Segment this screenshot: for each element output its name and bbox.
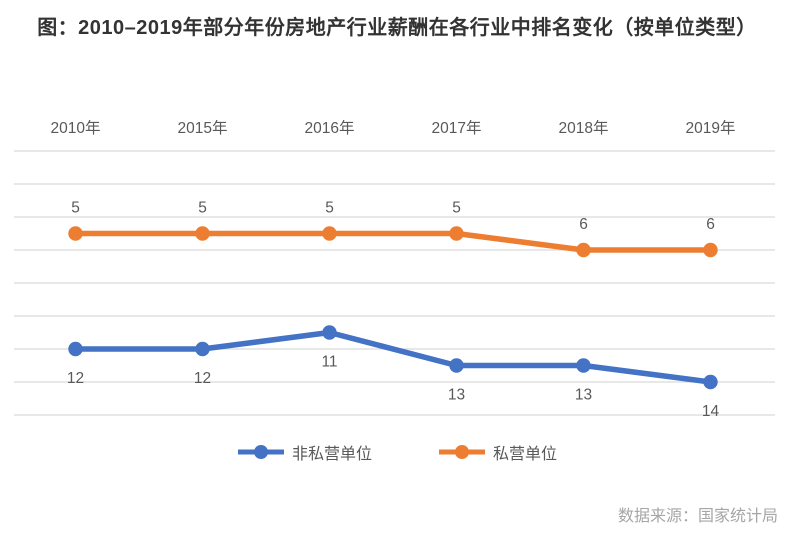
data-point <box>322 226 337 241</box>
data-point <box>195 341 210 357</box>
data-label: 14 <box>702 403 720 420</box>
legend-marker-line-dot-icon <box>237 445 284 459</box>
data-point <box>703 242 718 258</box>
data-label: 5 <box>198 200 207 217</box>
legend-label-non-private: 非私营单位 <box>291 446 372 463</box>
x-axis-label: 2010年 <box>51 119 101 137</box>
data-label: 6 <box>706 216 715 233</box>
data-point <box>68 341 83 357</box>
data-point <box>195 226 210 241</box>
data-label: 13 <box>448 387 465 404</box>
data-point <box>449 226 464 241</box>
data-point <box>449 358 464 373</box>
data-label: 5 <box>325 200 334 217</box>
data-point <box>576 242 591 258</box>
data-source-note: 数据来源：国家统计局 <box>617 508 778 525</box>
data-label: 11 <box>321 354 337 371</box>
legend-marker-line-dot-icon <box>439 445 485 459</box>
x-axis-label: 2017年 <box>432 119 482 137</box>
x-axis-label: 2018年 <box>559 119 609 137</box>
legend-item-non-private: 非私营单位 <box>237 440 372 464</box>
series-line <box>72 329 714 385</box>
chart-title: 图：2010–2019年部分年份房地产行业薪酬在各行业中排名变化（按单位类型） <box>37 17 757 39</box>
data-label: 5 <box>71 200 80 217</box>
data-label: 12 <box>194 370 211 387</box>
data-point <box>68 226 83 241</box>
x-axis-label: 2019年 <box>686 119 736 137</box>
data-point <box>576 358 591 373</box>
legend-label-private: 私营单位 <box>493 446 558 463</box>
data-point <box>703 374 718 390</box>
x-axis-label: 2016年 <box>305 119 355 137</box>
data-label: 5 <box>452 200 461 217</box>
series-line <box>72 230 714 253</box>
data-label: 6 <box>579 216 588 233</box>
x-axis-label: 2015年 <box>178 119 228 137</box>
legend-item-private: 私营单位 <box>438 440 557 464</box>
data-point <box>322 325 337 340</box>
data-label: 13 <box>575 387 592 404</box>
data-label: 12 <box>67 370 84 387</box>
legend: 非私营单位 私营单位 <box>0 440 794 464</box>
